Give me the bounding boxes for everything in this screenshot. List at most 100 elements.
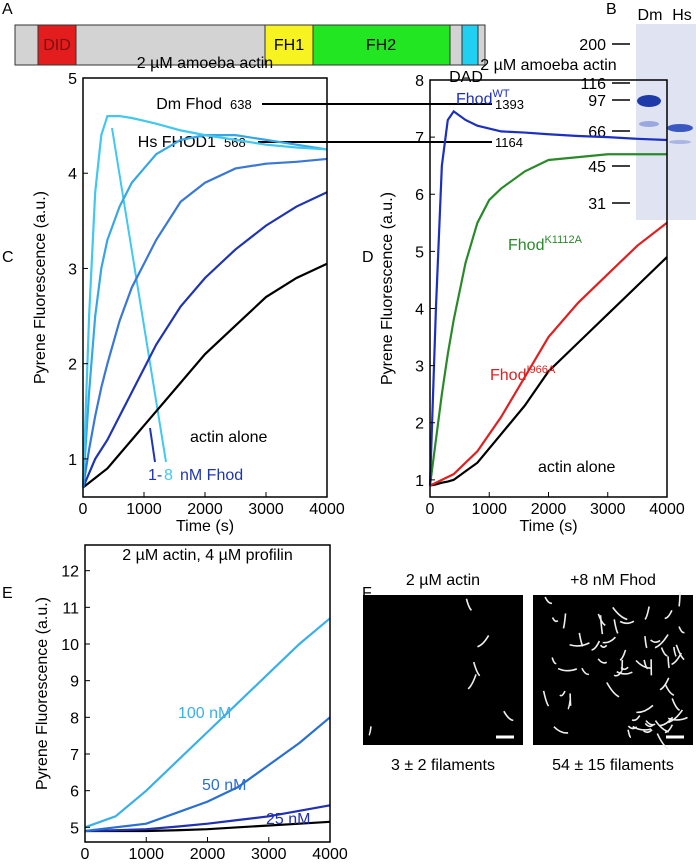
marker-label: 97 bbox=[588, 93, 606, 110]
filament bbox=[570, 693, 571, 705]
plot-frame bbox=[85, 545, 330, 842]
x-axis-label: Time (s) bbox=[176, 518, 234, 535]
y-tick-label: 2 bbox=[68, 357, 77, 374]
chart-title: 2 µM amoeba actin bbox=[480, 57, 616, 74]
annotation: nM Fhod bbox=[180, 467, 243, 484]
annotation: FhodI966A bbox=[490, 364, 556, 384]
gel: Dm Hs bbox=[636, 7, 696, 220]
annotation-text: Fhod bbox=[508, 237, 544, 254]
x-tick-label: 2000 bbox=[187, 501, 223, 518]
micrograph-title: 2 µM actin bbox=[406, 572, 480, 589]
x-tick-label: 0 bbox=[426, 501, 435, 518]
x-tick-label: 4000 bbox=[312, 846, 348, 860]
y-axis-label: Pyrene Fluorescence (a.u.) bbox=[34, 597, 51, 790]
annotation-superscript: I966A bbox=[526, 364, 555, 376]
data-line bbox=[430, 111, 667, 485]
annotation: 8 bbox=[164, 467, 173, 484]
gel-band bbox=[669, 140, 691, 144]
x-tick-label: 3000 bbox=[251, 846, 287, 860]
annotation-text: Fhod bbox=[490, 367, 526, 384]
x-tick-label: 2000 bbox=[190, 846, 226, 860]
micrograph-caption: 54 ± 15 filaments bbox=[552, 757, 674, 774]
chart-title: 2 µM amoeba actin bbox=[137, 55, 273, 72]
annotation-text: 1- bbox=[148, 467, 162, 484]
y-tick-label: 5 bbox=[415, 244, 424, 261]
annotation: 1- bbox=[148, 467, 162, 484]
marker-label: 116 bbox=[580, 76, 606, 93]
y-axis-label: Pyrene Fluorescence (a.u.) bbox=[32, 191, 49, 384]
panel-label: D bbox=[362, 249, 374, 266]
y-tick-label: 4 bbox=[415, 301, 424, 318]
domain-label: DID bbox=[43, 37, 71, 54]
panel-label: B bbox=[606, 1, 617, 18]
x-tick-label: 1000 bbox=[128, 846, 164, 860]
marker-label: 200 bbox=[579, 37, 606, 54]
y-tick-label: 8 bbox=[415, 73, 424, 90]
panel-label: E bbox=[2, 585, 13, 602]
x-tick-label: 0 bbox=[79, 501, 88, 518]
micrograph bbox=[363, 595, 523, 745]
annotation-text: 8 bbox=[164, 467, 173, 484]
annotation-text: actin alone bbox=[538, 459, 615, 476]
y-tick-label: 7 bbox=[70, 747, 79, 764]
marker-label: 66 bbox=[588, 124, 606, 141]
gel-band bbox=[639, 121, 659, 127]
x-tick-label: 1000 bbox=[126, 501, 162, 518]
filament bbox=[679, 592, 680, 606]
micrographs: 2 µM actin +8 nM Fhod 3 ± 2 filaments 54… bbox=[363, 572, 693, 774]
construct-end: 1164 bbox=[495, 135, 523, 150]
y-tick-label: 4 bbox=[68, 166, 77, 183]
micrograph-title: +8 nM Fhod bbox=[570, 572, 656, 589]
domain-diagram: DID FH1 FH2 DAD Dm Fhod 638 1393 Hs FHOD… bbox=[15, 25, 524, 151]
data-line bbox=[85, 618, 330, 827]
data-line bbox=[83, 264, 327, 488]
x-tick-label: 2000 bbox=[531, 501, 567, 518]
marker-label: 45 bbox=[588, 159, 606, 176]
y-axis-label: Pyrene Fluorescence (a.u.) bbox=[379, 192, 396, 385]
y-tick-label: 6 bbox=[70, 784, 79, 801]
pointer-line bbox=[112, 128, 166, 462]
y-tick-label: 9 bbox=[70, 674, 79, 691]
x-tick-label: 1000 bbox=[471, 501, 507, 518]
y-tick-label: 7 bbox=[415, 130, 424, 147]
y-tick-label: 1 bbox=[68, 452, 77, 469]
gel-band bbox=[637, 95, 661, 107]
annotation-superscript: K1112A bbox=[544, 234, 582, 246]
pointer-line bbox=[150, 428, 155, 462]
x-tick-label: 0 bbox=[81, 846, 90, 860]
annotation: 25 nM bbox=[266, 811, 310, 828]
domain bbox=[462, 25, 478, 65]
y-tick-label: 12 bbox=[61, 564, 79, 581]
y-tick-label: 3 bbox=[415, 359, 424, 376]
annotation: 50 nM bbox=[202, 777, 246, 794]
chart-title: 2 µM actin, 4 µM profilin bbox=[122, 547, 293, 564]
marker-label: 31 bbox=[588, 196, 606, 213]
annotation-superscript: WT bbox=[492, 88, 509, 100]
panel-label: C bbox=[2, 249, 14, 266]
construct-start: 638 bbox=[230, 97, 252, 112]
y-tick-label: 10 bbox=[61, 637, 79, 654]
domain-label: DAD bbox=[449, 69, 483, 86]
y-tick-label: 5 bbox=[70, 820, 79, 837]
annotation-text: 25 nM bbox=[266, 811, 310, 828]
lane-label: Hs bbox=[672, 7, 692, 24]
y-tick-label: 6 bbox=[415, 187, 424, 204]
y-tick-label: 5 bbox=[68, 71, 77, 88]
annotation-text: 50 nM bbox=[202, 777, 246, 794]
x-tick-label: 4000 bbox=[309, 501, 345, 518]
y-tick-label: 8 bbox=[70, 710, 79, 727]
x-tick-label: 4000 bbox=[649, 501, 685, 518]
x-axis-label: Time (s) bbox=[519, 518, 577, 535]
domain-label: FH1 bbox=[274, 37, 304, 54]
x-tick-label: 3000 bbox=[248, 501, 284, 518]
panel-label: A bbox=[2, 1, 13, 18]
y-tick-label: 1 bbox=[415, 473, 424, 490]
annotation-text: nM Fhod bbox=[180, 467, 243, 484]
gel-band bbox=[667, 124, 693, 132]
y-tick-label: 2 bbox=[415, 416, 424, 433]
x-tick-label: 3000 bbox=[590, 501, 626, 518]
construct-name: Dm Fhod bbox=[156, 96, 222, 113]
